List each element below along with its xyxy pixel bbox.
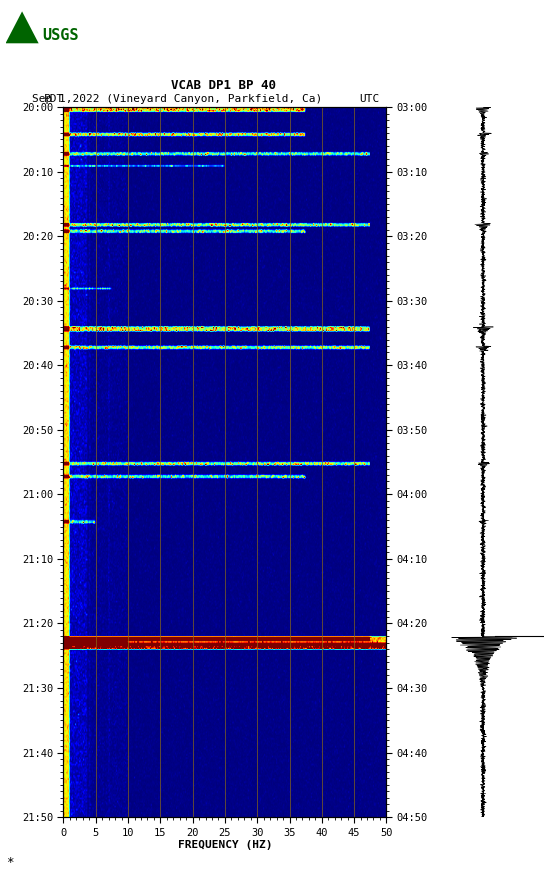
Text: PDT: PDT — [44, 95, 65, 104]
Text: VCAB DP1 BP 40: VCAB DP1 BP 40 — [171, 79, 276, 92]
Text: USGS: USGS — [42, 29, 78, 44]
X-axis label: FREQUENCY (HZ): FREQUENCY (HZ) — [178, 840, 272, 850]
Text: Sep 1,2022 (Vineyard Canyon, Parkfield, Ca): Sep 1,2022 (Vineyard Canyon, Parkfield, … — [31, 95, 322, 104]
Text: UTC: UTC — [360, 95, 380, 104]
Polygon shape — [6, 12, 39, 43]
Text: *: * — [6, 856, 13, 869]
